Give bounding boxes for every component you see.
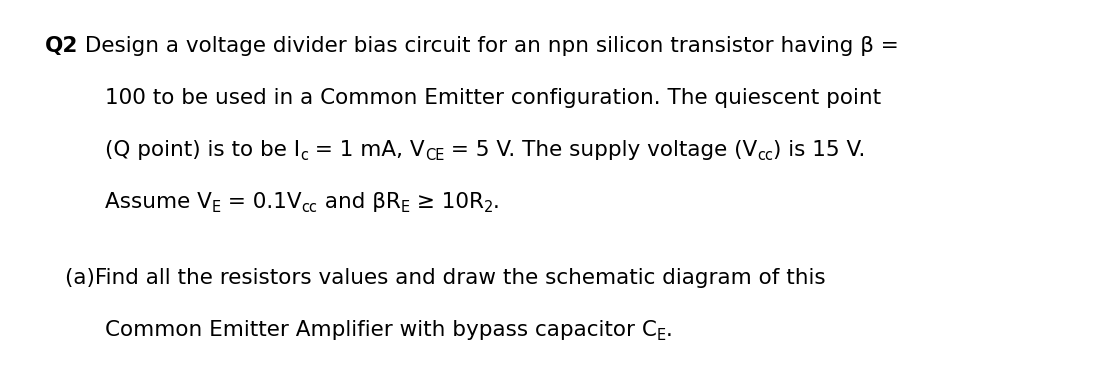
Text: c: c (300, 148, 308, 163)
Text: (Q point) is to be I: (Q point) is to be I (104, 140, 300, 160)
Text: E: E (212, 200, 221, 215)
Text: E: E (657, 328, 665, 343)
Text: = 5 V. The supply voltage (V: = 5 V. The supply voltage (V (444, 140, 758, 160)
Text: cc: cc (758, 148, 773, 163)
Text: E: E (400, 200, 409, 215)
Text: 2: 2 (484, 200, 493, 215)
Text: .: . (493, 192, 499, 212)
Text: CE: CE (425, 148, 444, 163)
Text: = 1 mA, V: = 1 mA, V (308, 140, 425, 160)
Text: (a)Find all the resistors values and draw the schematic diagram of this: (a)Find all the resistors values and dra… (65, 268, 826, 288)
Text: and βR: and βR (318, 192, 400, 212)
Text: = 0.1V: = 0.1V (221, 192, 301, 212)
Text: .: . (666, 320, 673, 340)
Text: Common Emitter Amplifier with bypass capacitor C: Common Emitter Amplifier with bypass cap… (104, 320, 657, 340)
Text: ) is 15 V.: ) is 15 V. (773, 140, 866, 160)
Text: Q2: Q2 (45, 36, 78, 56)
Text: Assume V: Assume V (104, 192, 212, 212)
Text: ≥ 10R: ≥ 10R (409, 192, 484, 212)
Text: 100 to be used in a Common Emitter configuration. The quiescent point: 100 to be used in a Common Emitter confi… (104, 88, 881, 108)
Text: Design a voltage divider bias circuit for an npn silicon transistor having β =: Design a voltage divider bias circuit fo… (78, 36, 899, 56)
Text: cc: cc (301, 200, 318, 215)
